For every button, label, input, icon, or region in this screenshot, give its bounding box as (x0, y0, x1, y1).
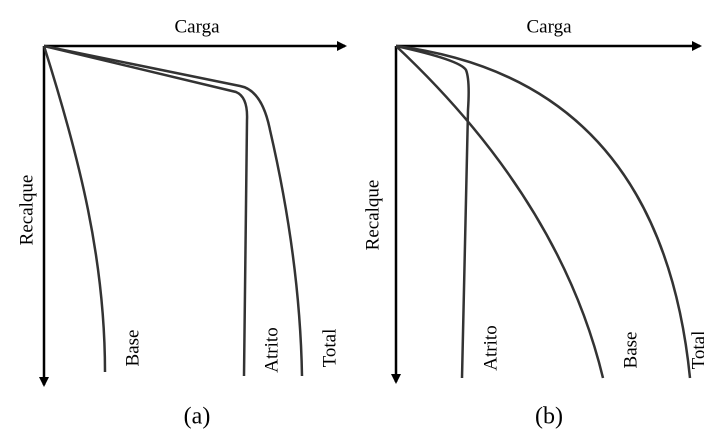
panel-b: Carga Recalque Atrito Base Total (b) (362, 16, 704, 429)
panel-a: Carga Recalque Base Atrito Total (a) (16, 16, 347, 430)
curve-label: Atrito (261, 327, 282, 372)
curve-label: Base (620, 332, 641, 369)
curve-base (395, 45, 605, 379)
curve-total (395, 44, 692, 379)
x-axis-label: Carga (174, 16, 220, 37)
y-axis-label: Recalque (16, 175, 37, 246)
curve-label: Total (688, 331, 704, 370)
curve-label: Atrito (480, 325, 501, 370)
x-axis-label: Carga (526, 16, 572, 37)
y-axis-label: Recalque (362, 180, 383, 251)
caption: (a) (184, 404, 211, 430)
curve-atrito (395, 44, 470, 379)
curve-label: Base (122, 330, 143, 367)
curve-atrito (43, 44, 249, 377)
caption: (b) (535, 404, 563, 430)
curve-base (42, 45, 107, 373)
curve-label: Total (319, 329, 340, 368)
curve-total (43, 44, 304, 377)
